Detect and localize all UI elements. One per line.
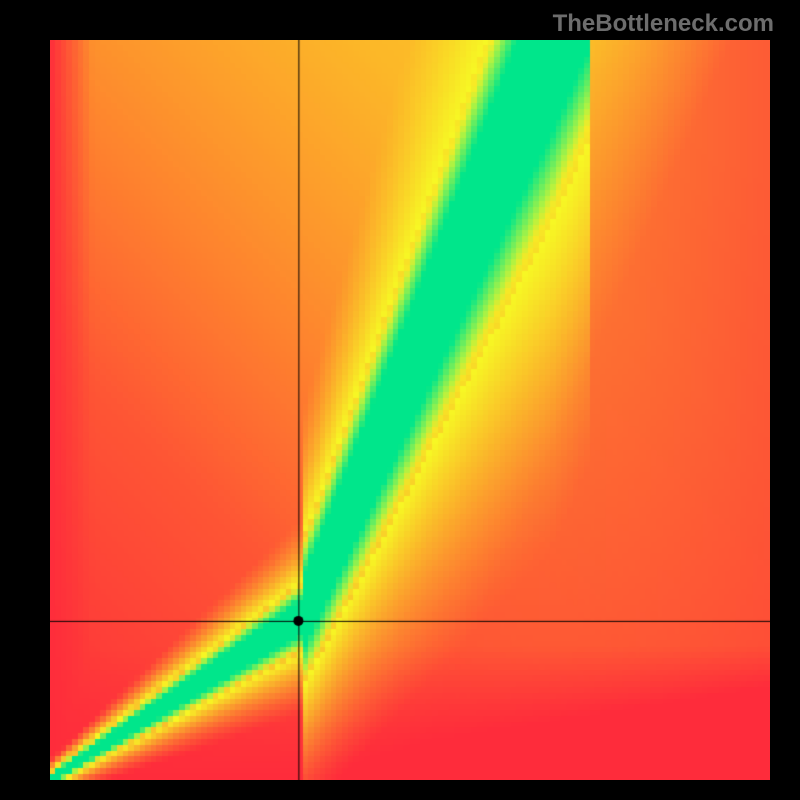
watermark-text: TheBottleneck.com (553, 10, 774, 38)
bottleneck-heatmap (50, 40, 770, 780)
chart-root: TheBottleneck.com (0, 0, 800, 800)
